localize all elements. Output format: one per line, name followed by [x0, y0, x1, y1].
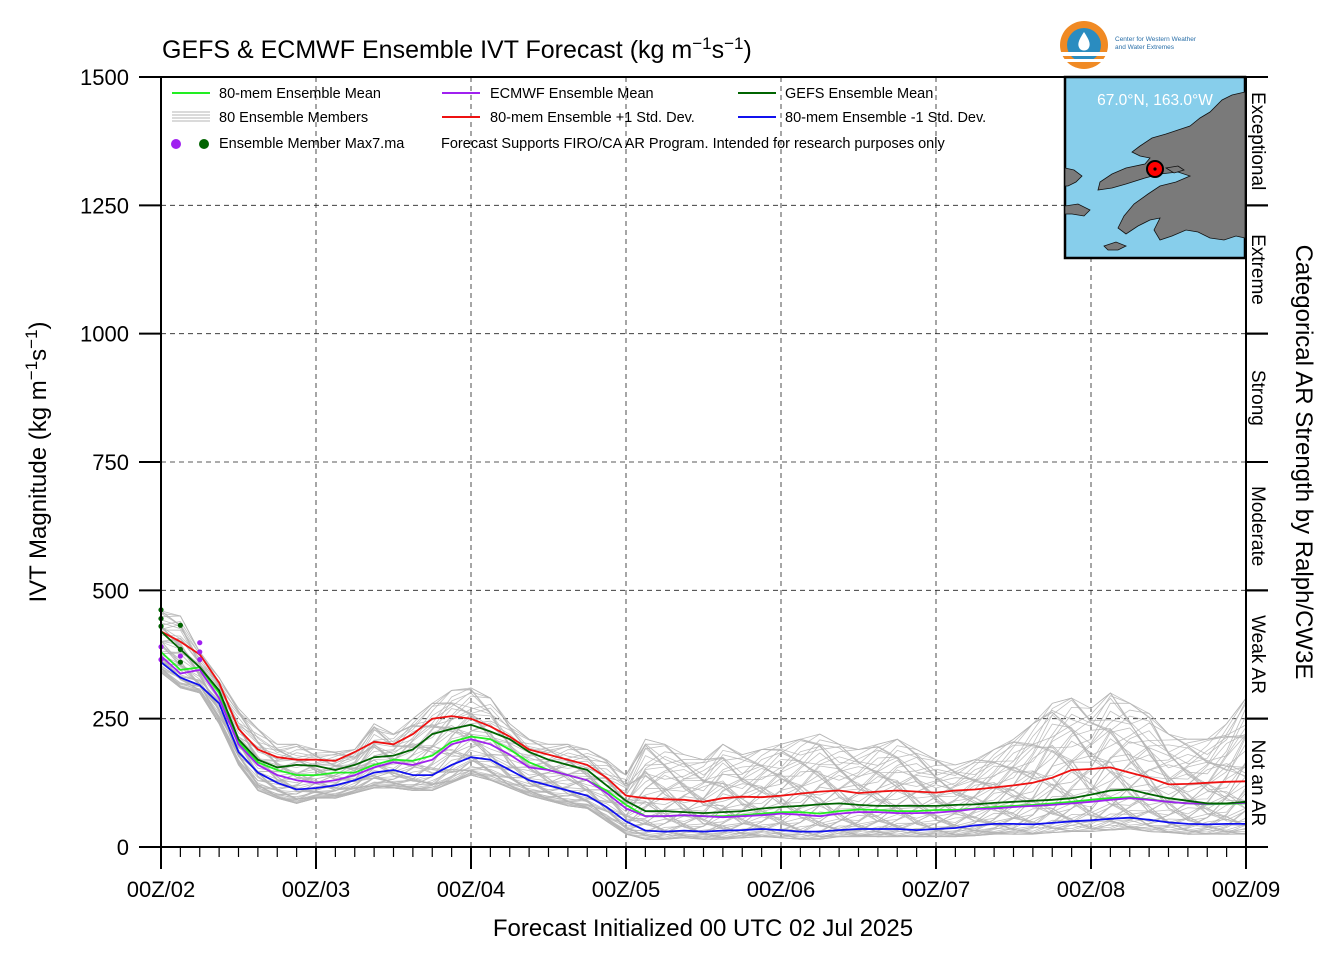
- max7-marker-gefs: [177, 622, 183, 628]
- y-tick-label: 750: [92, 450, 129, 475]
- x-tick-label: 00Z/02: [127, 877, 196, 902]
- ensemble-member-line: [160, 646, 1247, 832]
- y-tick-label: 500: [92, 578, 129, 603]
- x-tick-label: 00Z/03: [282, 877, 351, 902]
- y-axis-label: IVT Magnitude (kg m−1s−1): [22, 321, 52, 602]
- y-tick-label: 1500: [80, 65, 129, 90]
- x-tick-label: 00Z/09: [1212, 877, 1281, 902]
- legend-ens-mean: 80-mem Ensemble Mean: [219, 86, 381, 102]
- legend-minus-sd: 80-mem Ensemble -1 Std. Dev.: [785, 110, 986, 126]
- ensemble-members: [160, 610, 1247, 840]
- series-80-mem-ensemble-1-std-dev: [160, 630, 1247, 803]
- ensemble-member-line: [160, 644, 1247, 806]
- ensemble-member-line: [160, 629, 1247, 809]
- y-tick-label: 0: [117, 835, 129, 860]
- series-lines: [160, 630, 1247, 833]
- ensemble-member-line: [160, 650, 1247, 813]
- ensemble-member-line: [160, 638, 1247, 817]
- max7-marker-ecmwf: [197, 640, 203, 646]
- series-ecmwf-ensemble-mean: [160, 655, 1247, 819]
- map-land-main: [1097, 91, 1246, 241]
- map-land-west: [1064, 167, 1083, 187]
- category-strong: Strong: [1247, 370, 1268, 426]
- right-axis-label: Categorical AR Strength by Ralph/CW3E: [1290, 245, 1317, 680]
- max7-marker-gefs: [177, 659, 183, 665]
- axes: [139, 76, 1268, 869]
- legend-members: 80 Ensemble Members: [219, 110, 368, 126]
- ar-categories: Not an AR Weak AR Moderate Strong Extreme Exc…: [1247, 92, 1268, 826]
- chart-title: GEFS & ECMWF Ensemble IVT Forecast (kg m…: [162, 34, 752, 64]
- y-tick-label: 250: [92, 707, 129, 732]
- legend-dot-gefs: [199, 139, 209, 149]
- x-axis-label: Forecast Initialized 00 UTC 02 Jul 2025: [493, 915, 913, 942]
- cw3e-logo: Center for Western Weather and Water Ext…: [1060, 21, 1197, 69]
- ensemble-member-line: [160, 657, 1247, 832]
- x-tick-label: 00Z/04: [437, 877, 506, 902]
- logo-text-line2: and Water Extremes: [1115, 44, 1175, 51]
- category-weak-ar: Weak AR: [1247, 615, 1268, 694]
- max7-marker-ecmwf: [197, 649, 203, 655]
- max7-marker-ecmwf: [177, 653, 183, 659]
- tick-labels: 0 250 500 750 1000 1250 1500 00Z/02 00Z/03 00Z/04…: [80, 65, 1280, 902]
- x-tick-label: 00Z/08: [1057, 877, 1126, 902]
- ensemble-member-line: [160, 612, 1247, 776]
- map-land-southwest: [1064, 203, 1091, 217]
- location-map: 67.0°N, 163.0°W: [1063, 75, 1247, 260]
- ensemble-member-line: [160, 631, 1247, 820]
- legend-swatch-members: [172, 111, 210, 122]
- y-tick-label: 1250: [80, 193, 129, 218]
- x-tick-label: 00Z/06: [747, 877, 816, 902]
- x-tick-label: 00Z/07: [902, 877, 971, 902]
- category-moderate: Moderate: [1247, 486, 1268, 566]
- logo-water-band: [1060, 52, 1108, 56]
- ensemble-member-line: [160, 615, 1247, 789]
- map-island: [1103, 241, 1127, 251]
- ensemble-member-line: [160, 622, 1247, 776]
- legend-dot-ecmwf: [171, 139, 181, 149]
- ensemble-member-line: [160, 652, 1247, 831]
- max7-marker-ecmwf: [197, 657, 203, 663]
- location-marker-center: [1153, 167, 1157, 171]
- category-not-an-ar: Not an AR: [1247, 740, 1268, 827]
- series-80-mem-ensemble-1-std-dev: [160, 661, 1246, 833]
- legend: 80-mem Ensemble Mean ECMWF Ensemble Mean…: [171, 86, 986, 152]
- legend-gefs-mean: GEFS Ensemble Mean: [785, 86, 933, 102]
- x-tick-label: 00Z/05: [592, 877, 661, 902]
- legend-ecmwf-mean: ECMWF Ensemble Mean: [490, 86, 654, 102]
- map-island-2: [1164, 165, 1185, 174]
- logo-water-band-2: [1060, 59, 1108, 62]
- category-exceptional: Exceptional: [1247, 92, 1268, 190]
- legend-plus-sd: 80-mem Ensemble +1 Std. Dev.: [490, 110, 695, 126]
- series-gefs-ensemble-mean: [160, 630, 1247, 815]
- legend-max7: Ensemble Member Max7.ma: [219, 136, 405, 152]
- location-label: 67.0°N, 163.0°W: [1097, 92, 1213, 109]
- ensemble-member-line: [160, 610, 1247, 787]
- y-tick-label: 1000: [80, 322, 129, 347]
- legend-note: Forecast Supports FIRO/CA AR Program. In…: [441, 136, 945, 152]
- category-extreme: Extreme: [1247, 234, 1268, 305]
- max7-marker-gefs: [177, 646, 183, 652]
- logo-text-line1: Center for Western Weather: [1115, 36, 1197, 43]
- logo-drop-icon: [1078, 32, 1090, 51]
